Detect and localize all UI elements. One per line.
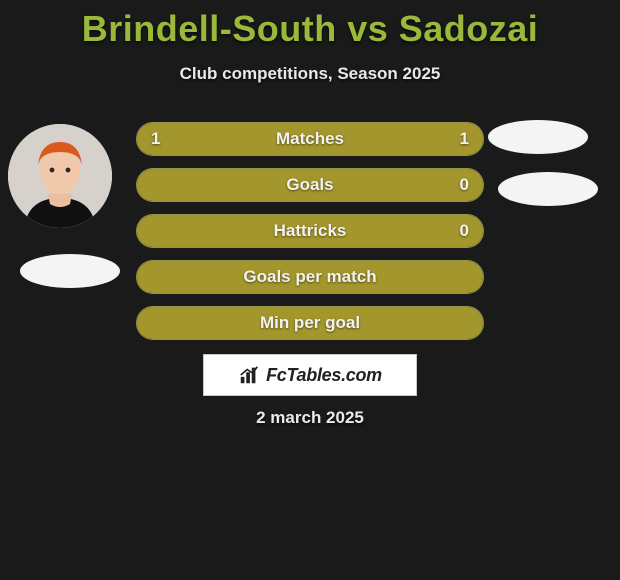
date-label: 2 march 2025	[0, 408, 620, 428]
branding-box: FcTables.com	[203, 354, 417, 396]
flag-right-2	[498, 172, 598, 206]
bar-fill-left	[137, 169, 483, 201]
stat-row: Goals0	[136, 168, 484, 202]
bar-fill-left	[137, 261, 483, 293]
bar-fill-left	[137, 307, 483, 339]
stat-row: Matches11	[136, 122, 484, 156]
stat-bars: Matches11 Goals0 Hattricks0 Goals per match…	[136, 122, 484, 352]
flag-left	[20, 254, 120, 288]
flag-right-1	[488, 120, 588, 154]
stat-row: Min per goal	[136, 306, 484, 340]
subtitle: Club competitions, Season 2025	[0, 64, 620, 84]
bar-fill-left	[137, 215, 483, 247]
bars-icon	[238, 364, 260, 386]
bar-fill-right	[310, 123, 483, 155]
page-title: Brindell-South vs Sadozai	[0, 0, 620, 50]
stat-row: Goals per match	[136, 260, 484, 294]
branding-text: FcTables.com	[266, 365, 382, 386]
bar-fill-left	[137, 123, 310, 155]
stat-row: Hattricks0	[136, 214, 484, 248]
player-avatar-left	[8, 124, 112, 228]
